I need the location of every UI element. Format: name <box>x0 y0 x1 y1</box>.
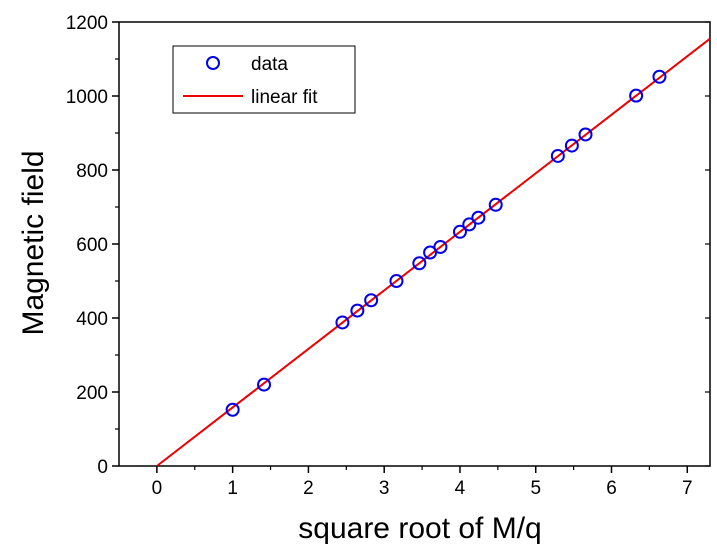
data-point <box>550 148 565 163</box>
x-tick-label: 3 <box>379 478 390 499</box>
data-point <box>652 69 667 84</box>
data-point <box>452 224 467 239</box>
x-axis-title: square root of M/q <box>298 512 541 545</box>
data-point <box>412 256 427 271</box>
data-point <box>433 239 448 254</box>
data-point <box>564 138 579 153</box>
x-tick-label: 2 <box>303 478 314 499</box>
y-tick-label: 600 <box>76 235 108 256</box>
y-tick-label: 200 <box>76 383 108 404</box>
data-point <box>257 377 272 392</box>
data-point <box>488 197 503 212</box>
y-tick-label: 1000 <box>66 87 108 108</box>
x-tick-label: 7 <box>682 478 693 499</box>
y-tick-label: 800 <box>76 161 108 182</box>
legend: data linear fit <box>172 45 356 114</box>
y-tick-label: 0 <box>97 457 108 478</box>
x-tick-label: 0 <box>152 478 163 499</box>
data-point <box>423 245 438 260</box>
data-point <box>350 303 365 318</box>
x-tick-label: 5 <box>530 478 541 499</box>
legend-label-data: data <box>251 54 288 75</box>
x-tick-label: 1 <box>227 478 238 499</box>
fit-line <box>156 37 711 467</box>
legend-box <box>172 45 356 114</box>
x-tick-label: 4 <box>455 478 466 499</box>
legend-label-fit: linear fit <box>251 87 318 108</box>
y-tick-label: 1200 <box>66 13 108 34</box>
y-tick-label: 400 <box>76 309 108 330</box>
data-point <box>389 274 404 288</box>
data-point <box>364 293 379 308</box>
y-axis-title: Magnetic field <box>17 150 50 335</box>
x-tick-label: 6 <box>606 478 617 499</box>
axes-layer: 0 1 2 3 4 5 6 7 0 200 400 600 800 1000 1200 <box>66 13 711 499</box>
data-point <box>578 127 593 142</box>
data-point <box>471 210 486 225</box>
legend-marker-data <box>206 56 220 70</box>
data-layer <box>156 37 711 467</box>
data-point <box>335 315 350 330</box>
data-point <box>629 88 644 103</box>
data-point <box>225 402 240 417</box>
data-point <box>462 217 477 232</box>
